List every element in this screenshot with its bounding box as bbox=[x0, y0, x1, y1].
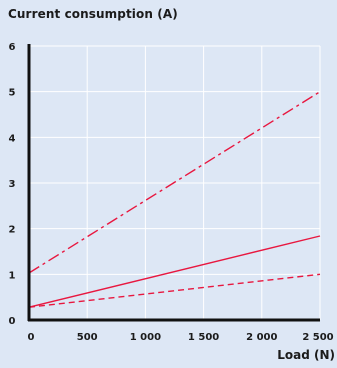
x-tick-label-2500: 2 500 bbox=[302, 332, 333, 343]
series-line-2-solid bbox=[28, 235, 321, 308]
y-tick-label-5: 5 bbox=[9, 88, 16, 99]
series-line-3-dashed bbox=[28, 273, 321, 308]
x-tick-label-1000: 1 000 bbox=[130, 332, 161, 343]
y-tick-label-0: 0 bbox=[9, 316, 16, 327]
x-axis-label: Load (N) bbox=[277, 348, 335, 362]
y-tick-label-4: 4 bbox=[9, 133, 16, 144]
x-tick-label-2000: 2 000 bbox=[246, 332, 277, 343]
y-tick-label-2: 2 bbox=[9, 225, 16, 236]
y-tick-label-1: 1 bbox=[9, 270, 16, 281]
y-tick-label-3: 3 bbox=[9, 179, 16, 190]
chart-title: Current consumption (A) bbox=[8, 7, 178, 21]
series-line-1-dashdot bbox=[28, 91, 321, 274]
x-tick-label-1500: 1 500 bbox=[188, 332, 219, 343]
x-tick-label-0: 0 bbox=[28, 332, 35, 343]
x-tick-label-500: 500 bbox=[77, 332, 98, 343]
y-tick-label-6: 6 bbox=[9, 42, 16, 53]
